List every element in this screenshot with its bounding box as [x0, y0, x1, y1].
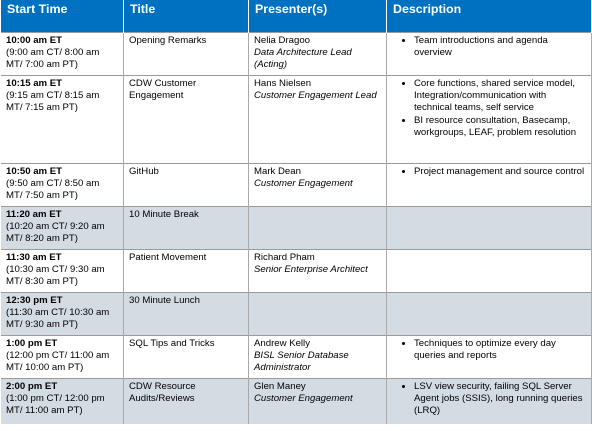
- start-time-et: 11:30 am ET: [6, 252, 62, 263]
- description-cell: [386, 206, 592, 250]
- description-item: Techniques to optimize every day queries…: [414, 338, 586, 362]
- start-time-et: 2:00 pm ET: [6, 381, 58, 392]
- description-list: Team introductions and agenda overview: [392, 35, 586, 59]
- start-time-other-zones: (9:15 am CT/ 8:15 am MT/ 7:15 am PT): [6, 90, 100, 113]
- start-time-et: 11:20 am ET: [6, 209, 62, 220]
- title-cell: 30 Minute Lunch: [123, 292, 249, 336]
- table-row: 11:30 am ET (10:30 am CT/ 9:30 am MT/ 8:…: [0, 249, 592, 293]
- presenter-cell: [248, 206, 387, 250]
- description-item: BI resource consultation, Basecamp, work…: [414, 115, 586, 139]
- description-cell: [386, 249, 592, 293]
- presenter-name: Mark Dean: [254, 166, 301, 177]
- presenter-role: Senior Enterprise Architect: [254, 264, 368, 275]
- presenter-cell: Richard Pham Senior Enterprise Architect: [248, 249, 387, 293]
- start-time-cell: 2:00 pm ET (1:00 pm CT/ 12:00 pm MT/ 11:…: [0, 378, 124, 424]
- table-row: 11:20 am ET (10:20 am CT/ 9:20 am MT/ 8:…: [0, 206, 592, 250]
- presenter-cell: Andrew Kelly BISL Senior Database Admini…: [248, 335, 387, 379]
- start-time-et: 1:00 pm ET: [6, 338, 58, 349]
- start-time-et: 10:15 am ET: [6, 78, 62, 89]
- table-row: 12:30 pm ET (11:30 am CT/ 10:30 am MT/ 9…: [0, 292, 592, 336]
- start-time-et: 10:00 am ET: [6, 35, 62, 46]
- description-item: Core functions, shared service model, In…: [414, 78, 586, 114]
- presenter-role: Customer Engagement Lead: [254, 90, 377, 101]
- description-cell: Techniques to optimize every day queries…: [386, 335, 592, 379]
- description-cell: Project management and source control: [386, 163, 592, 207]
- title-cell: CDW Customer Engagement: [123, 75, 249, 164]
- title-cell: Patient Movement: [123, 249, 249, 293]
- description-item: Team introductions and agenda overview: [414, 35, 586, 59]
- start-time-other-zones: (9:00 am CT/ 8:00 am MT/ 7:00 am PT): [6, 47, 100, 70]
- description-cell: [386, 292, 592, 336]
- presenter-name: Glen Maney: [254, 381, 306, 392]
- start-time-other-zones: (11:30 am CT/ 10:30 am MT/ 9:30 am PT): [6, 307, 110, 330]
- description-cell: Core functions, shared service model, In…: [386, 75, 592, 164]
- description-item: LSV view security, failing SQL Server Ag…: [414, 381, 586, 417]
- title-cell: Opening Remarks: [123, 32, 249, 76]
- description-list: LSV view security, failing SQL Server Ag…: [392, 381, 586, 417]
- presenter-cell: Mark Dean Customer Engagement: [248, 163, 387, 207]
- column-header-start-time: Start Time: [0, 0, 124, 33]
- start-time-et: 12:30 pm ET: [6, 295, 63, 306]
- column-header-presenters: Presenter(s): [248, 0, 387, 33]
- presenter-cell: Glen Maney Customer Engagement: [248, 378, 387, 424]
- title-cell: CDW Resource Audits/Reviews: [123, 378, 249, 424]
- title-cell: 10 Minute Break: [123, 206, 249, 250]
- description-list: Project management and source control: [392, 166, 586, 178]
- table-row: 10:00 am ET (9:00 am CT/ 8:00 am MT/ 7:0…: [0, 32, 592, 76]
- presenter-cell: Nelia Dragoo Data Architecture Lead (Act…: [248, 32, 387, 76]
- presenter-cell: Hans Nielsen Customer Engagement Lead: [248, 75, 387, 164]
- presenter-role: Customer Engagement: [254, 178, 353, 189]
- table-row: 1:00 pm ET (12:00 pm CT/ 11:00 am MT/ 10…: [0, 335, 592, 379]
- title-cell: GitHub: [123, 163, 249, 207]
- start-time-cell: 10:00 am ET (9:00 am CT/ 8:00 am MT/ 7:0…: [0, 32, 124, 76]
- start-time-cell: 11:20 am ET (10:20 am CT/ 9:20 am MT/ 8:…: [0, 206, 124, 250]
- start-time-cell: 10:15 am ET (9:15 am CT/ 8:15 am MT/ 7:1…: [0, 75, 124, 164]
- start-time-other-zones: (12:00 pm CT/ 11:00 am MT/ 10:00 am PT): [6, 350, 110, 373]
- presenter-cell: [248, 292, 387, 336]
- presenter-name: Andrew Kelly: [254, 338, 310, 349]
- table-row: 2:00 pm ET (1:00 pm CT/ 12:00 pm MT/ 11:…: [0, 378, 592, 424]
- start-time-cell: 12:30 pm ET (11:30 am CT/ 10:30 am MT/ 9…: [0, 292, 124, 336]
- presenter-role: BISL Senior Database Administrator: [254, 350, 349, 373]
- table-row: 10:15 am ET (9:15 am CT/ 8:15 am MT/ 7:1…: [0, 75, 592, 164]
- description-cell: LSV view security, failing SQL Server Ag…: [386, 378, 592, 424]
- start-time-cell: 11:30 am ET (10:30 am CT/ 9:30 am MT/ 8:…: [0, 249, 124, 293]
- presenter-role: Data Architecture Lead (Acting): [254, 47, 352, 70]
- description-list: Core functions, shared service model, In…: [392, 78, 586, 139]
- start-time-other-zones: (10:20 am CT/ 9:20 am MT/ 8:20 am PT): [6, 221, 105, 244]
- column-header-title: Title: [123, 0, 249, 33]
- table-row: 10:50 am ET (9:50 am CT/ 8:50 am MT/ 7:5…: [0, 163, 592, 207]
- presenter-role: Customer Engagement: [254, 393, 353, 404]
- start-time-other-zones: (10:30 am CT/ 9:30 am MT/ 8:30 am PT): [6, 264, 105, 287]
- start-time-other-zones: (9:50 am CT/ 8:50 am MT/ 7:50 am PT): [6, 178, 100, 201]
- start-time-cell: 1:00 pm ET (12:00 pm CT/ 11:00 am MT/ 10…: [0, 335, 124, 379]
- start-time-et: 10:50 am ET: [6, 166, 62, 177]
- description-list: Techniques to optimize every day queries…: [392, 338, 586, 362]
- description-item: Project management and source control: [414, 166, 586, 178]
- description-cell: Team introductions and agenda overview: [386, 32, 592, 76]
- title-cell: SQL Tips and Tricks: [123, 335, 249, 379]
- presenter-name: Richard Pham: [254, 252, 315, 263]
- column-header-description: Description: [386, 0, 592, 33]
- header-row: Start Time Title Presenter(s) Descriptio…: [0, 0, 592, 33]
- start-time-cell: 10:50 am ET (9:50 am CT/ 8:50 am MT/ 7:5…: [0, 163, 124, 207]
- start-time-other-zones: (1:00 pm CT/ 12:00 pm MT/ 11:00 am PT): [6, 393, 105, 416]
- presenter-name: Nelia Dragoo: [254, 35, 310, 46]
- presenter-name: Hans Nielsen: [254, 78, 312, 89]
